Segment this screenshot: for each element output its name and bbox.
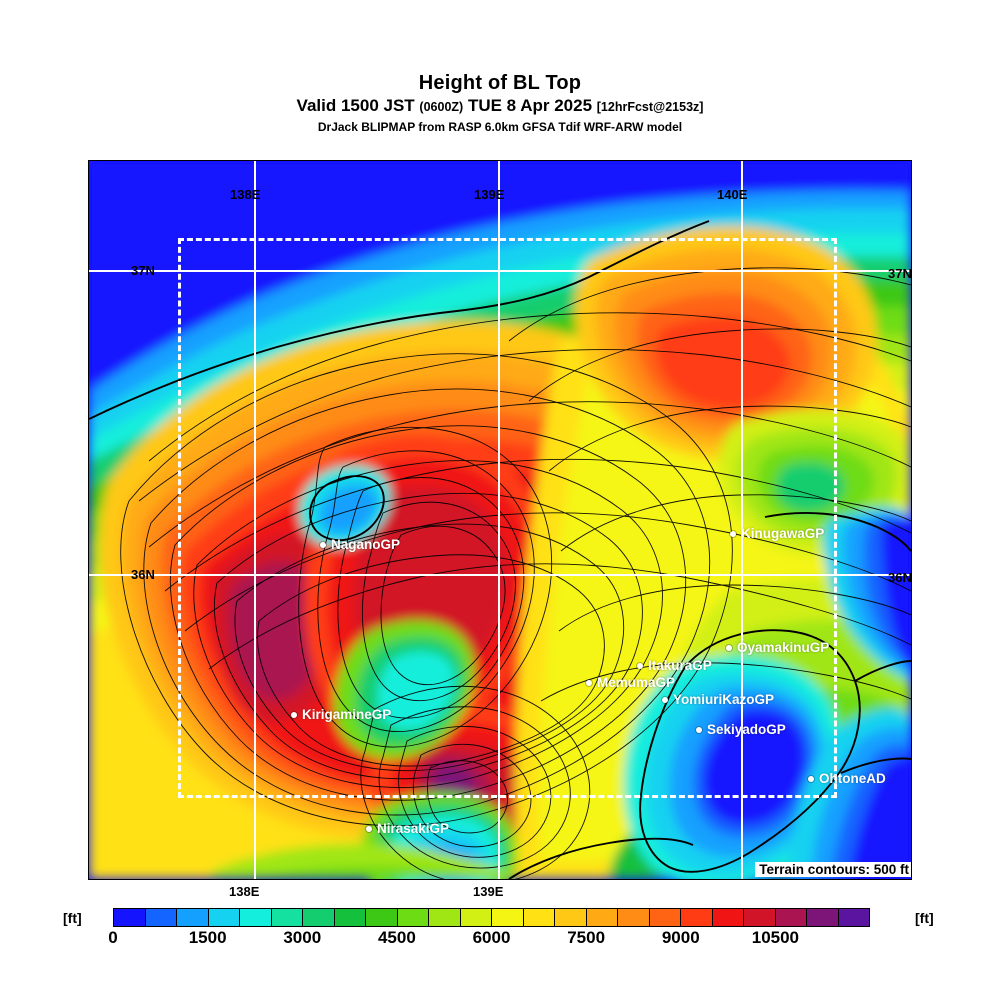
colorbar-segment-21 [775,909,807,926]
forecast-tag: [12hrFcst@2153z] [596,100,704,114]
gridline-lon-138E [254,161,256,879]
forecast-domain-box [178,238,837,798]
colorbar-segment-15 [586,909,618,926]
colorbar-segment-12 [492,909,524,926]
colorbar-unit-right: [ft] [915,910,934,926]
lon-label-top-139E: 139E [474,187,505,202]
station-marker-icon [637,662,643,669]
colorbar-tick-3000: 3000 [283,928,322,947]
colorbar-segment-13 [523,909,555,926]
lon-label-bottom-139E: 139E [473,884,504,899]
colorbar-segment-23 [838,909,869,926]
station-label: NaganoGP [331,537,401,552]
lat-label-right-36N: 36N [888,570,912,585]
station-label: KirigamineGP [302,707,392,722]
colorbar-tick-10500: 10500 [751,928,800,947]
colorbar-segment-3 [208,909,240,926]
colorbar-segment-7 [334,909,366,926]
colorbar-segment-14 [555,909,587,926]
station-marker-icon [366,825,372,832]
map-plot[interactable]: 138E 139E 140E 37N 36N NaganoGP Kirigami… [88,160,912,880]
colorbar-unit-left: [ft] [63,910,82,926]
station-marker-icon [726,644,732,651]
station-nirasakigp[interactable]: NirasakiGP [366,821,449,836]
station-marker-icon [808,775,814,782]
colorbar-tick-7500: 7500 [567,928,606,947]
lat-label-left-36N: 36N [131,567,155,582]
terrain-contour-note: Terrain contours: 500 ft [755,862,911,877]
colorbar-tick-1500: 1500 [188,928,227,947]
station-ohtonead[interactable]: OhtoneAD [808,771,886,786]
colorbar-legend: [ft] [ft] 0 1500 3000 4500 6000 7500 9000 10500 [0,900,1000,960]
station-label: NirasakiGP [377,821,450,836]
valid-utc: (0600Z) [419,100,464,114]
lon-label-top-138E: 138E [230,187,261,202]
station-label: MemumaGP [597,675,676,690]
station-oyamakinugp[interactable]: OyamakinuGP [726,640,829,655]
station-kirigaminegp[interactable]: KirigamineGP [291,707,391,722]
bl-top-heatmap [89,161,911,879]
colorbar-gradient[interactable] [113,908,870,927]
station-marker-icon [320,541,326,548]
station-marker-icon [586,679,592,686]
colorbar-segment-1 [145,909,177,926]
colorbar-tick-9000: 9000 [661,928,700,947]
station-yomiurikazogp[interactable]: YomiuriKazoGP [662,692,774,707]
gridline-lon-139E [498,161,500,879]
lat-label-left-37N: 37N [131,263,155,278]
station-memumagp[interactable]: MemumaGP [586,675,675,690]
valid-prefix: Valid 1500 JST [296,96,415,115]
colorbar-tick-0: 0 [108,928,118,947]
station-marker-icon [696,726,702,733]
colorbar-segment-10 [429,909,461,926]
station-label: ItakuraGP [648,658,712,673]
valid-date: TUE 8 Apr 2025 [467,96,593,115]
colorbar-tick-4500: 4500 [377,928,416,947]
colorbar-segment-0 [114,909,146,926]
gridline-lat-37N [89,270,911,272]
lat-label-right-37N: 37N [888,266,912,281]
lon-label-top-140E: 140E [717,187,748,202]
colorbar-tick-6000: 6000 [472,928,511,947]
title-block: Height of BL Top Valid 1500 JST (0600Z) … [0,72,1000,135]
station-marker-icon [291,711,297,718]
station-label: OhtoneAD [819,771,886,786]
colorbar-segment-6 [303,909,335,926]
colorbar-segment-5 [271,909,303,926]
station-kinugawagp[interactable]: KinugawaGP [730,526,824,541]
station-marker-icon [662,696,668,703]
colorbar-segment-20 [744,909,776,926]
colorbar-segment-18 [681,909,713,926]
gridline-lon-140E [741,161,743,879]
station-itakuragp[interactable]: ItakuraGP [637,658,712,673]
colorbar-segment-9 [397,909,429,926]
colorbar-segment-16 [618,909,650,926]
page-title: Height of BL Top [418,72,582,94]
colorbar-segment-19 [712,909,744,926]
station-label: KinugawaGP [741,526,825,541]
valid-time-line: Valid 1500 JST (0600Z) TUE 8 Apr 2025 [1… [0,95,1000,118]
colorbar-tick-labels: 0 1500 3000 4500 6000 7500 9000 10500 [108,928,870,952]
model-description: DrJack BLIPMAP from RASP 6.0km GFSA Tdif… [317,120,683,134]
station-sekiyadogp[interactable]: SekiyadoGP [696,722,786,737]
station-label: SekiyadoGP [707,722,786,737]
lon-label-bottom-138E: 138E [229,884,260,899]
station-label: YomiuriKazoGP [673,692,775,707]
colorbar-segment-4 [240,909,272,926]
colorbar-segment-22 [807,909,839,926]
station-naganogp[interactable]: NaganoGP [320,537,400,552]
colorbar-segment-17 [649,909,681,926]
colorbar-segment-8 [366,909,398,926]
station-marker-icon [730,530,736,537]
colorbar-segment-11 [460,909,492,926]
colorbar-segment-2 [177,909,209,926]
station-label: OyamakinuGP [737,640,830,655]
gridline-lat-36N [89,574,911,576]
